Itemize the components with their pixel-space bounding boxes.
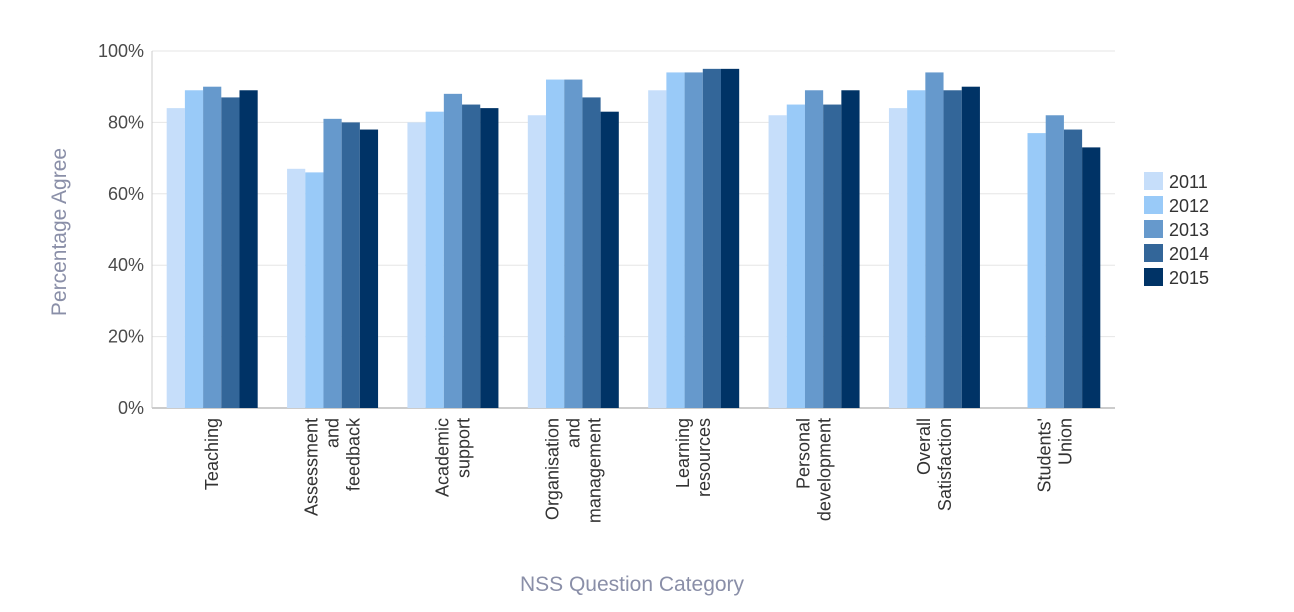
bar-2014 — [1063, 129, 1083, 409]
legend-swatch — [1144, 196, 1163, 214]
legend-label: 2013 — [1169, 220, 1209, 240]
bar-2012 — [907, 90, 926, 409]
bar-2013 — [684, 72, 703, 409]
bar-2015 — [1082, 147, 1101, 408]
y-tick-label: 60% — [108, 184, 144, 204]
bar-2011 — [166, 108, 185, 409]
y-tick-label: 80% — [108, 112, 144, 132]
bar-2014 — [823, 104, 842, 409]
legend-swatch — [1144, 172, 1163, 190]
x-tick-label-line: resources — [694, 418, 714, 497]
x-tick-label-line: Assessment — [302, 418, 322, 516]
bar-2012 — [184, 90, 204, 409]
x-axis-label: NSS Question Category — [520, 573, 745, 596]
bar-2014 — [582, 97, 601, 408]
bar-2013 — [564, 79, 583, 408]
x-tick-label: Organisation and management — [542, 418, 604, 523]
bar-2013 — [925, 72, 944, 409]
x-tick-label: Teaching — [202, 418, 222, 490]
x-tick-label-line: Learning — [673, 418, 693, 488]
bar-2014 — [221, 97, 240, 408]
bar-2011 — [287, 168, 306, 408]
bar-2012 — [786, 104, 805, 409]
bar-2013 — [203, 86, 222, 408]
x-tick-label-line: Union — [1055, 418, 1075, 465]
bar-2015 — [841, 90, 860, 409]
legend-swatch — [1144, 244, 1163, 262]
x-tick-label: Students' Union — [1034, 418, 1075, 493]
x-tick-label: Assessment and feedback — [302, 417, 364, 516]
bar-2014 — [462, 104, 481, 409]
bar-2015 — [480, 108, 499, 409]
x-tick-label-line: Students' — [1034, 418, 1054, 493]
bar-2013 — [804, 90, 824, 409]
bar-2015 — [600, 111, 619, 408]
bar-2015 — [961, 86, 980, 408]
legend-label: 2011 — [1169, 172, 1208, 192]
x-tick-label-line: management — [584, 418, 604, 523]
legend-label: 2012 — [1169, 196, 1209, 216]
bar-2012 — [305, 172, 324, 408]
x-tick-label-line: Overall — [914, 418, 934, 475]
bar-2013 — [443, 93, 463, 408]
bar-2011 — [407, 122, 426, 409]
legend-label: 2015 — [1169, 268, 1209, 288]
y-tick-label: 100% — [98, 41, 144, 61]
bar-2013 — [323, 118, 342, 408]
bar-2011 — [888, 108, 908, 409]
bar-2011 — [527, 115, 547, 408]
bar-2012 — [1027, 133, 1046, 409]
bar-2015 — [720, 68, 740, 408]
x-tick-label-line: development — [815, 418, 835, 521]
bar-2011 — [648, 90, 667, 409]
y-tick-label: 20% — [108, 327, 144, 347]
x-tick-label-line: Teaching — [202, 418, 222, 490]
x-tick-label-line: and — [563, 418, 583, 448]
y-tick-label: 0% — [118, 398, 144, 418]
bar-2014 — [341, 122, 360, 409]
legend-label: 2014 — [1169, 244, 1209, 264]
bar-2014 — [943, 90, 962, 409]
x-tick-label-line: Personal — [794, 418, 814, 489]
x-tick-label-line: Academic — [432, 418, 452, 497]
x-tick-label: Personal development — [794, 418, 835, 521]
x-tick-label: Academic support — [432, 418, 473, 497]
bar-2015 — [359, 129, 379, 409]
bar-2012 — [425, 111, 444, 408]
bar-2012 — [546, 79, 565, 408]
bar-2011 — [768, 115, 787, 408]
x-tick-label-line: support — [453, 418, 473, 478]
bar-2012 — [666, 72, 685, 409]
x-tick-label: Overall Satisfaction — [914, 418, 955, 511]
x-tick-label-line: and — [323, 418, 343, 448]
y-axis-label: Percentage Agree — [48, 148, 71, 316]
y-tick-label: 40% — [108, 255, 144, 275]
x-tick-label-line: feedback — [344, 417, 364, 491]
x-tick-label-line: Organisation — [542, 418, 562, 520]
legend-swatch — [1144, 220, 1163, 238]
legend-swatch — [1144, 268, 1163, 286]
bar-2015 — [239, 90, 258, 409]
bar-2014 — [702, 68, 721, 408]
bar-2013 — [1045, 115, 1064, 408]
x-tick-label-line: Satisfaction — [935, 418, 955, 511]
x-tick-label: Learning resources — [673, 418, 714, 497]
